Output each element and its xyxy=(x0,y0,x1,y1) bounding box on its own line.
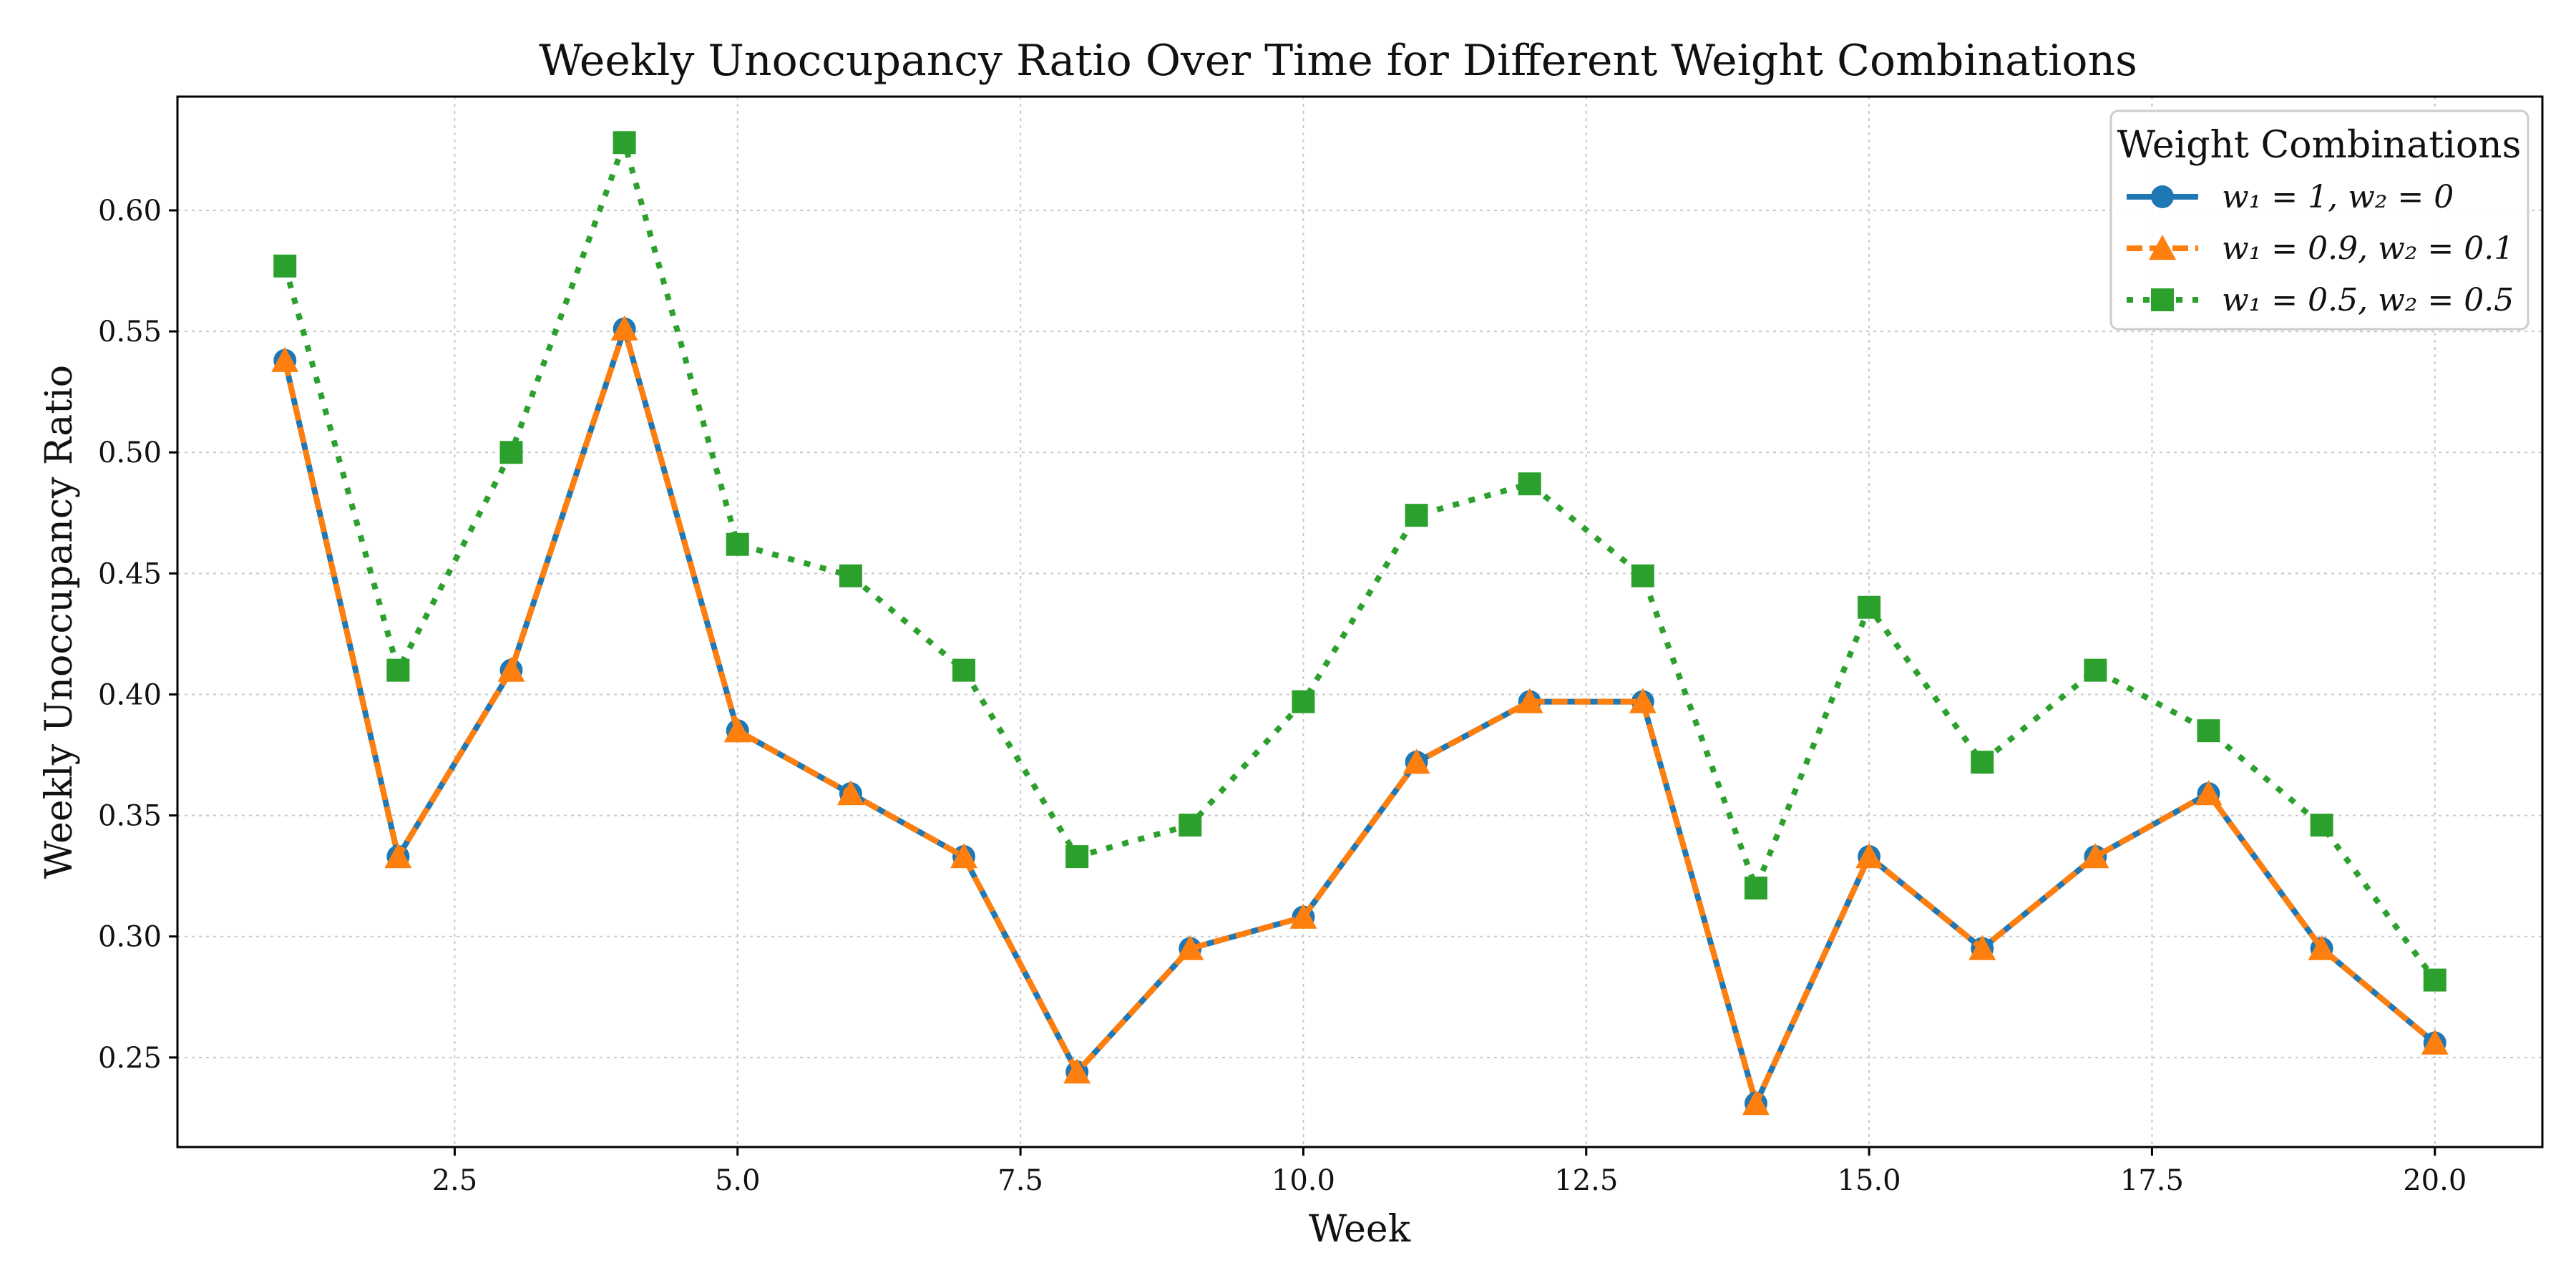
data-point xyxy=(610,315,638,341)
data-point xyxy=(2423,968,2446,992)
data-point xyxy=(839,564,862,587)
data-point xyxy=(1405,504,1428,527)
x-tick-label: 2.5 xyxy=(432,1164,478,1197)
y-tick-label: 0.30 xyxy=(98,921,162,954)
series-layer xyxy=(271,131,2449,1116)
data-point xyxy=(499,441,523,464)
chart-title: Weekly Unoccupancy Ratio Over Time for D… xyxy=(539,36,2137,86)
data-point xyxy=(1063,1058,1091,1084)
data-point xyxy=(2195,780,2223,806)
legend: Weight Combinations w₁ = 1, w₂ = 0 w₁ = 0… xyxy=(2109,109,2529,331)
data-point xyxy=(1971,751,1994,774)
legend-marker xyxy=(2151,288,2174,311)
x-tick-label: 7.5 xyxy=(997,1164,1043,1197)
data-point xyxy=(2308,935,2336,960)
legend-marker xyxy=(2149,235,2176,260)
x-tick-label: 5.0 xyxy=(715,1164,761,1197)
y-tick-label: 0.50 xyxy=(98,436,162,469)
x-tick-label: 12.5 xyxy=(1554,1164,1618,1197)
data-point xyxy=(1855,843,1883,869)
legend-box xyxy=(2109,109,2529,331)
legend-label: w₁ = 0.5, w₂ = 0.5 xyxy=(2222,282,2514,318)
data-point xyxy=(386,658,410,682)
legend-entries: w₁ = 1, w₂ = 0 w₁ = 0.9, w₂ = 0.1 w₁ = 0.5… xyxy=(2127,179,2514,318)
data-point xyxy=(1744,877,1767,900)
data-point xyxy=(723,717,751,743)
series-2 xyxy=(271,315,2449,1116)
data-point xyxy=(2310,814,2333,837)
plot-area xyxy=(176,95,2544,1148)
data-point xyxy=(1179,814,1202,837)
data-point xyxy=(1742,1090,1770,1116)
data-point xyxy=(1516,688,1543,713)
grid-lines xyxy=(177,97,2542,1147)
data-point xyxy=(2084,658,2107,682)
data-point xyxy=(497,656,525,682)
y-axis-label: Weekly Unoccupancy Ratio xyxy=(38,365,81,879)
axis-ticks: 2.5 5.0 7.5 10.0 12.5 15.0 17.5 20.0 0.25 0.30 0.3… xyxy=(98,195,2467,1197)
y-tick-label: 0.60 xyxy=(98,195,162,228)
data-point xyxy=(726,532,749,556)
x-tick-label: 15.0 xyxy=(1838,1164,1901,1197)
y-tick-label: 0.55 xyxy=(98,316,162,348)
data-point xyxy=(952,658,976,682)
data-point xyxy=(1176,935,1204,960)
data-point xyxy=(836,780,864,806)
legend-title: Weight Combinations xyxy=(2117,124,2522,167)
data-point xyxy=(384,843,412,869)
data-point xyxy=(613,131,636,155)
legend-entry: w₁ = 1, w₂ = 0 xyxy=(2127,179,2454,215)
data-point xyxy=(1402,748,1430,774)
data-point xyxy=(1065,845,1089,869)
data-point xyxy=(1292,690,1315,713)
legend-entry: w₁ = 0.9, w₂ = 0.1 xyxy=(2127,230,2514,267)
data-point xyxy=(2197,719,2220,743)
y-tick-label: 0.35 xyxy=(98,800,162,833)
data-point xyxy=(1289,903,1317,929)
legend-label: w₁ = 1, w₂ = 0 xyxy=(2222,179,2454,215)
legend-marker xyxy=(2151,185,2174,208)
data-point xyxy=(273,254,297,278)
series-line xyxy=(282,326,2437,1107)
y-tick-label: 0.40 xyxy=(98,678,162,711)
x-axis-label: Week xyxy=(1309,1208,1411,1251)
legend-entry: w₁ = 0.5, w₂ = 0.5 xyxy=(2127,282,2514,318)
y-tick-label: 0.45 xyxy=(98,557,162,590)
x-tick-label: 20.0 xyxy=(2403,1164,2467,1197)
data-point xyxy=(1968,935,1996,960)
legend-label: w₁ = 0.9, w₂ = 0.1 xyxy=(2222,230,2514,267)
data-point xyxy=(950,843,978,869)
x-tick-label: 10.0 xyxy=(1272,1164,1335,1197)
data-point xyxy=(2082,843,2109,869)
x-tick-label: 17.5 xyxy=(2120,1164,2184,1197)
data-point xyxy=(1631,564,1654,587)
series-3 xyxy=(273,131,2446,992)
series-line xyxy=(282,140,2438,982)
data-point xyxy=(1858,595,1881,619)
data-point xyxy=(2421,1029,2449,1055)
data-point xyxy=(271,346,299,372)
data-point xyxy=(1629,688,1657,713)
data-point xyxy=(1518,472,1541,496)
y-tick-label: 0.25 xyxy=(98,1042,162,1075)
